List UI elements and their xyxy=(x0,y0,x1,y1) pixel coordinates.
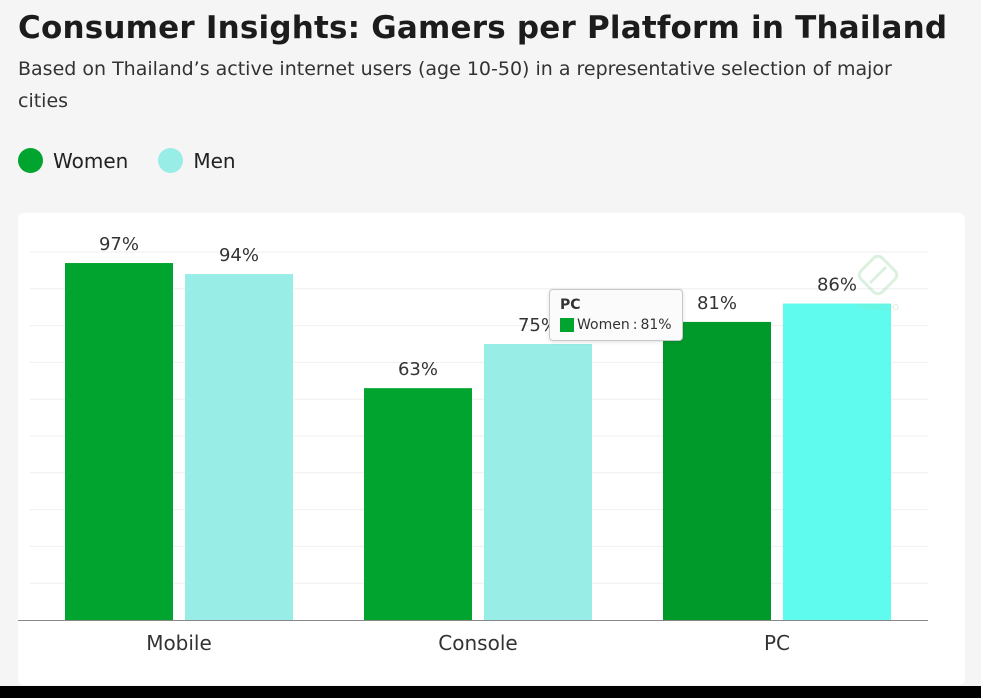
x-tick-console: Console xyxy=(438,631,517,655)
x-tick-pc: PC xyxy=(764,631,790,655)
legend-label-women: Women xyxy=(53,148,129,173)
newzoo-logo-stroke xyxy=(868,265,888,285)
bar-console-men[interactable] xyxy=(484,344,592,620)
bar-pc-men[interactable] xyxy=(783,303,891,620)
data-label-mobile-women: 97% xyxy=(99,234,139,255)
data-label-pc-men: 86% xyxy=(817,275,857,296)
tooltip-series-label: Women xyxy=(577,317,630,333)
tooltip-swatch xyxy=(560,318,574,332)
bar-mobile-women[interactable] xyxy=(65,263,173,620)
legend-swatch-women xyxy=(18,148,43,173)
data-label-console-women: 63% xyxy=(398,359,438,380)
chart-subtitle: Based on Thailand’s active internet user… xyxy=(18,58,892,112)
tooltip: PC Women: 81% xyxy=(549,289,683,341)
bottom-bar xyxy=(0,686,981,698)
gridlines xyxy=(30,251,928,584)
bar-mobile-men[interactable] xyxy=(185,274,293,620)
legend-swatch-men xyxy=(158,148,184,173)
legend-item-men[interactable]: Men xyxy=(158,148,236,173)
data-label-pc-women: 81% xyxy=(697,293,737,314)
bar-pc-women[interactable] xyxy=(663,321,771,620)
bar-chart: 97% 94% Mobile 63% 75% Console 81% 86% PC newzoo xyxy=(18,234,928,655)
newzoo-logo: newzoo xyxy=(857,254,899,313)
legend-label-men: Men xyxy=(193,148,236,173)
chart-title: Consumer Insights: Gamers per Platform i… xyxy=(18,10,948,46)
newzoo-logo-shape xyxy=(857,254,899,296)
legend-item-women[interactable]: Women xyxy=(18,148,128,173)
data-label-mobile-men: 94% xyxy=(219,245,259,266)
data-label-console-men: 75% xyxy=(518,315,558,336)
x-tick-mobile: Mobile xyxy=(146,631,212,655)
tooltip-category: PC xyxy=(560,297,581,313)
chart-card: 97% 94% Mobile 63% 75% Console 81% 86% PC newzoo … xyxy=(18,213,965,685)
watermark-text: newzoo xyxy=(857,300,899,313)
bar-console-women[interactable] xyxy=(364,388,472,620)
tooltip-value: 81% xyxy=(640,317,672,333)
legend: Women Men xyxy=(18,148,236,173)
